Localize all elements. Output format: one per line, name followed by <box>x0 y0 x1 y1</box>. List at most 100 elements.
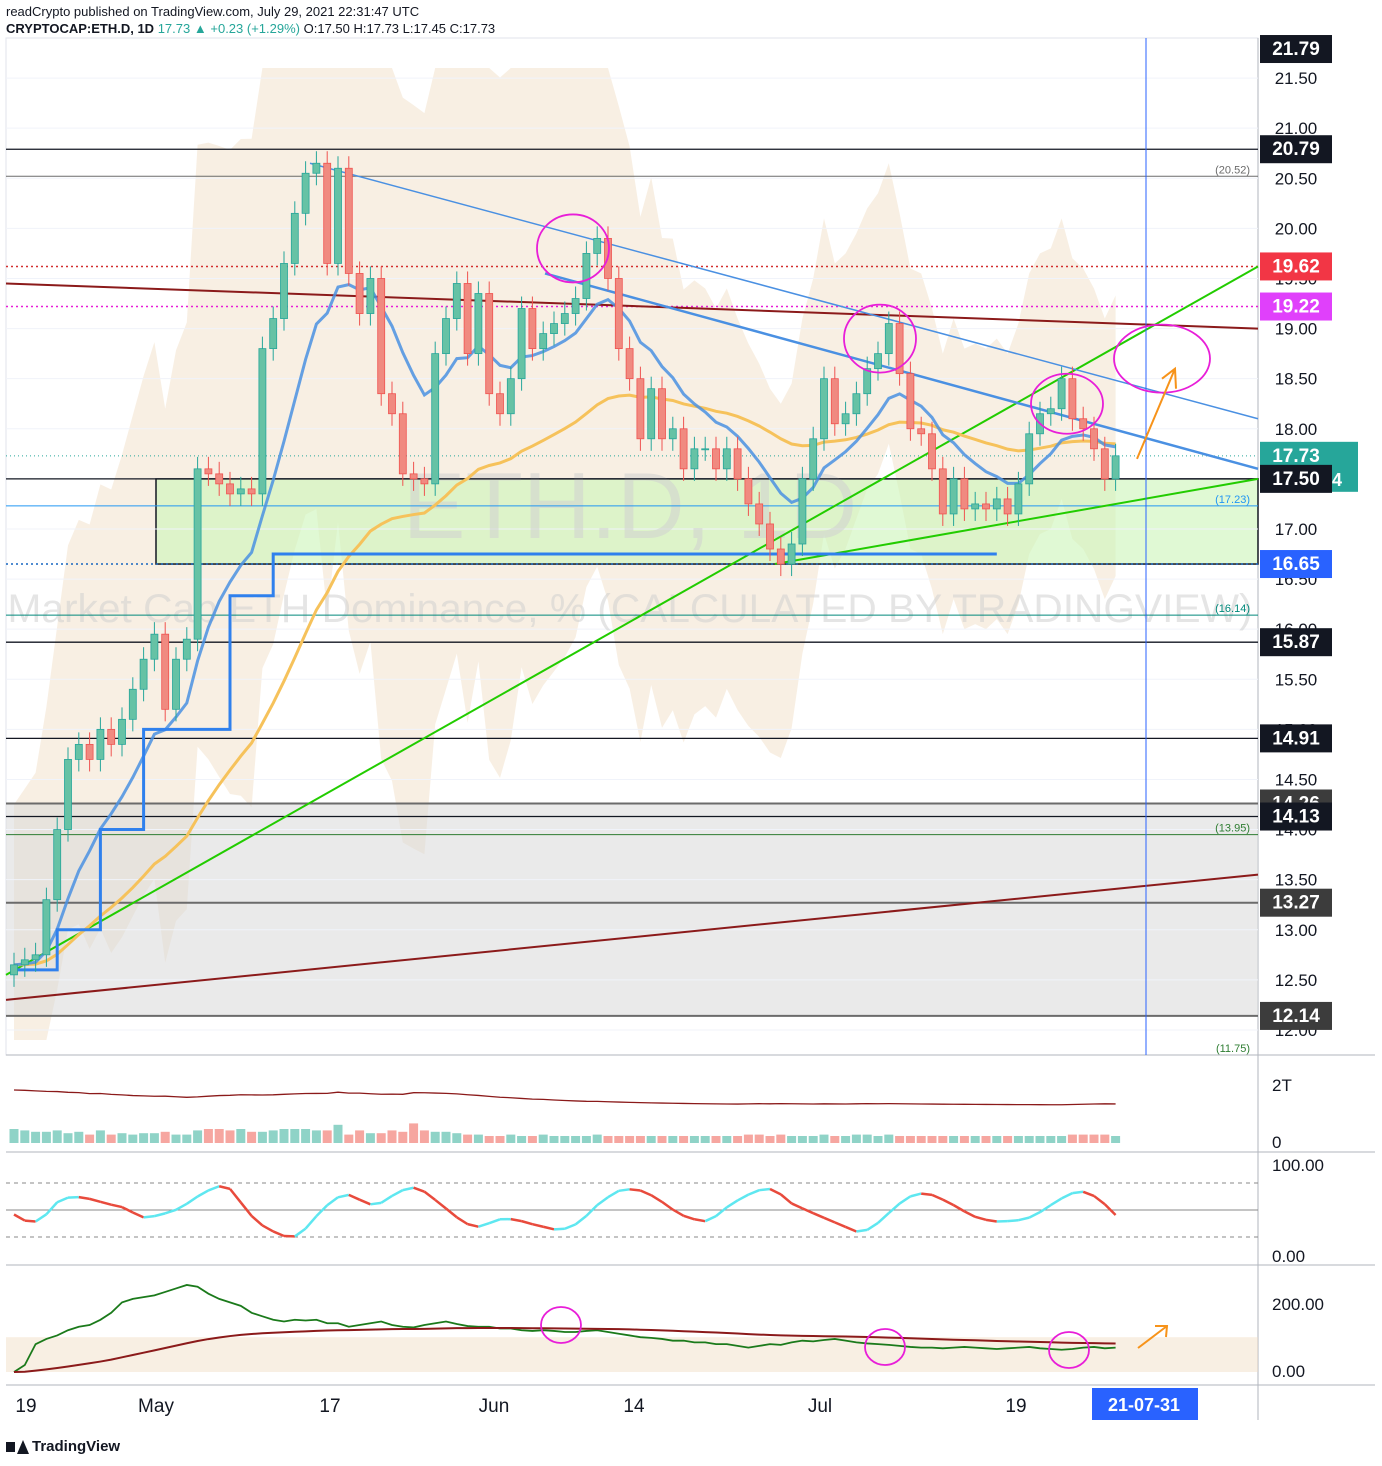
candle-down[interactable] <box>776 548 785 565</box>
candle-up[interactable] <box>301 172 310 214</box>
candle-up[interactable] <box>971 503 980 510</box>
candle-up[interactable] <box>42 899 51 956</box>
candle-down[interactable] <box>1079 418 1088 430</box>
candle-down[interactable] <box>204 468 213 475</box>
candle-up[interactable] <box>506 378 515 415</box>
candle-up[interactable] <box>1046 408 1055 415</box>
candle-up[interactable] <box>334 167 342 264</box>
candle-up[interactable] <box>236 488 245 495</box>
candle-down[interactable] <box>485 293 494 395</box>
candle-up[interactable] <box>560 313 569 324</box>
candle-down[interactable] <box>895 323 904 375</box>
candle-up[interactable] <box>1014 483 1023 515</box>
candle-up[interactable] <box>193 468 202 640</box>
candle-up[interactable] <box>118 718 126 745</box>
candle-up[interactable] <box>10 964 18 976</box>
candle-down[interactable] <box>398 413 407 475</box>
candle-up[interactable] <box>809 438 818 480</box>
candle-down[interactable] <box>388 393 396 415</box>
candle-down[interactable] <box>528 308 537 350</box>
candle-down[interactable] <box>226 483 234 495</box>
candle-down[interactable] <box>636 378 645 440</box>
candle-up[interactable] <box>53 829 62 901</box>
candle-up[interactable] <box>64 759 72 830</box>
candle-up[interactable] <box>550 323 558 334</box>
candle-up[interactable] <box>172 658 180 710</box>
candle-down[interactable] <box>658 388 666 440</box>
candle-up[interactable] <box>1057 378 1066 410</box>
candle-up[interactable] <box>647 388 656 440</box>
candle-down[interactable] <box>906 373 915 430</box>
candle-up[interactable] <box>722 448 731 470</box>
candle-up[interactable] <box>593 237 602 254</box>
candle-up[interactable] <box>280 263 288 319</box>
candle-up[interactable] <box>1025 433 1034 485</box>
candle-up[interactable] <box>863 368 872 395</box>
candle-up[interactable] <box>571 298 580 314</box>
candle-up[interactable] <box>258 348 267 495</box>
candle-down[interactable] <box>323 162 332 264</box>
candle-up[interactable] <box>517 308 526 380</box>
candle-down[interactable] <box>355 273 364 314</box>
candle-down[interactable] <box>712 448 720 470</box>
candle-down[interactable] <box>744 478 753 505</box>
candle-up[interactable] <box>366 278 375 314</box>
candle-up[interactable] <box>539 333 548 350</box>
candle-down[interactable] <box>733 448 742 480</box>
candle-up[interactable] <box>798 478 807 545</box>
footer-brand[interactable]: TradingView <box>6 1438 120 1455</box>
candle-up[interactable] <box>884 323 893 355</box>
candle-down[interactable] <box>938 468 947 515</box>
candle-up[interactable] <box>992 498 1001 510</box>
candle-down[interactable] <box>1068 378 1077 420</box>
candle-up[interactable] <box>96 728 105 760</box>
candle-down[interactable] <box>1100 448 1109 480</box>
candle-down[interactable] <box>377 278 386 395</box>
candle-up[interactable] <box>1111 455 1120 480</box>
candle-up[interactable] <box>290 212 299 264</box>
candle-down[interactable] <box>830 378 839 425</box>
candle-up[interactable] <box>474 293 483 355</box>
candle-up[interactable] <box>128 688 137 720</box>
candle-up[interactable] <box>690 448 699 470</box>
candle-down[interactable] <box>1003 498 1012 515</box>
candle-up[interactable] <box>182 638 191 660</box>
candle-up[interactable] <box>312 162 321 174</box>
candle-down[interactable] <box>960 478 969 510</box>
candle-up[interactable] <box>949 478 958 515</box>
candle-up[interactable] <box>852 393 861 415</box>
candle-down[interactable] <box>344 167 353 274</box>
candle-up[interactable] <box>139 658 148 690</box>
candle-down[interactable] <box>766 523 774 550</box>
candle-up[interactable] <box>442 318 450 355</box>
candle-up[interactable] <box>841 413 850 425</box>
candle-down[interactable] <box>625 348 634 380</box>
candle-down[interactable] <box>614 278 623 350</box>
candle-up[interactable] <box>820 378 828 440</box>
candle-up[interactable] <box>452 283 461 319</box>
candle-down[interactable] <box>215 473 224 485</box>
candle-up[interactable] <box>269 318 278 350</box>
candle-down[interactable] <box>463 283 472 355</box>
candle-down[interactable] <box>496 393 504 415</box>
candle-down[interactable] <box>1090 428 1098 450</box>
candle-up[interactable] <box>74 743 83 760</box>
candle-down[interactable] <box>409 473 418 480</box>
candle-up[interactable] <box>874 353 882 370</box>
candle-up[interactable] <box>31 954 40 961</box>
candle-up[interactable] <box>787 543 796 565</box>
candle-down[interactable] <box>928 433 936 470</box>
candle-down[interactable] <box>85 743 94 760</box>
candle-down[interactable] <box>917 428 926 435</box>
candle-down[interactable] <box>755 503 764 525</box>
candle-down[interactable] <box>420 478 429 485</box>
candle-down[interactable] <box>107 728 116 745</box>
candle-up[interactable] <box>582 253 591 299</box>
candle-up[interactable] <box>668 428 677 440</box>
candle-up[interactable] <box>150 633 159 660</box>
candle-down[interactable] <box>982 503 990 510</box>
candle-up[interactable] <box>431 353 440 485</box>
candle-down[interactable] <box>679 428 688 470</box>
candle-down[interactable] <box>161 633 170 710</box>
